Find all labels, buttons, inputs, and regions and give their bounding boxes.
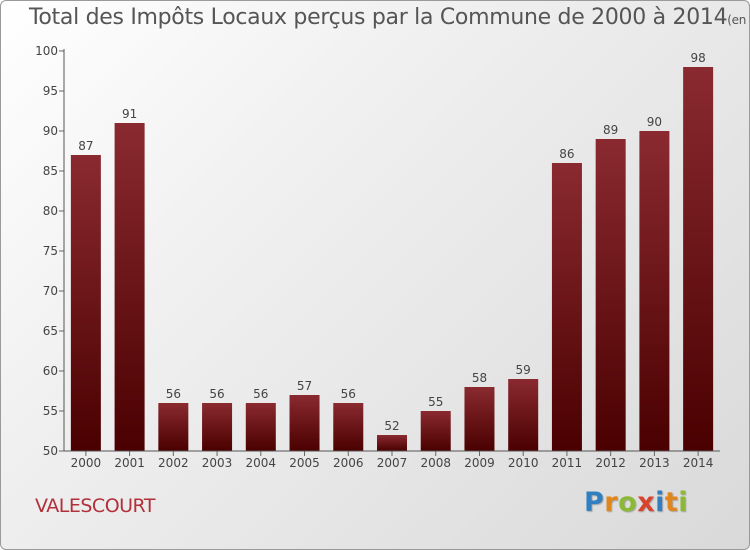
y-tick-label: 50 <box>43 444 58 458</box>
y-tick-label: 70 <box>43 284 58 298</box>
bar <box>551 163 582 451</box>
x-tick-label: 2011 <box>552 456 583 470</box>
x-tick-label: 2008 <box>420 456 451 470</box>
bar-value-label: 90 <box>647 115 662 129</box>
bar <box>114 123 145 451</box>
bar-value-label: 56 <box>341 387 356 401</box>
x-tick-label: 2002 <box>158 456 189 470</box>
bar-value-label: 56 <box>253 387 268 401</box>
logo-letter: o <box>618 487 638 518</box>
y-tick-label: 80 <box>43 204 58 218</box>
bar <box>377 435 407 451</box>
x-tick-label: 2000 <box>71 456 102 470</box>
bar <box>289 395 320 451</box>
y-tick-label: 90 <box>43 124 58 138</box>
y-tick-label: 95 <box>43 84 58 98</box>
bar-value-label: 59 <box>516 363 531 377</box>
bar-value-label: 56 <box>166 387 181 401</box>
bar-value-label: 91 <box>122 107 137 121</box>
x-tick-label: 2010 <box>508 456 539 470</box>
bar-value-label: 86 <box>559 147 574 161</box>
bar <box>595 139 626 451</box>
bar <box>333 403 364 451</box>
y-tick-label: 100 <box>35 44 58 58</box>
bar <box>420 411 451 451</box>
x-tick-label: 2007 <box>377 456 408 470</box>
x-tick-label: 2006 <box>333 456 364 470</box>
y-tick-label: 55 <box>43 404 58 418</box>
x-tick-label: 2005 <box>289 456 320 470</box>
y-tick-label: 65 <box>43 324 58 338</box>
y-tick-label: 75 <box>43 244 58 258</box>
bar <box>70 155 101 451</box>
bar <box>158 403 189 451</box>
x-tick-label: 2014 <box>683 456 714 470</box>
y-tick-label: 60 <box>43 364 58 378</box>
logo-letter: P <box>584 487 605 518</box>
bar <box>202 403 233 451</box>
x-tick-label: 2012 <box>595 456 626 470</box>
logo-letter: t <box>664 487 679 518</box>
bar <box>464 387 495 451</box>
logo-letter: i <box>678 487 689 518</box>
x-tick-label: 2003 <box>202 456 233 470</box>
x-tick-label: 2001 <box>114 456 145 470</box>
bar-value-label: 55 <box>428 395 443 409</box>
commune-name: VALESCOURT <box>35 495 155 517</box>
logo-letter: x <box>637 487 656 518</box>
proxiti-logo: Proxiti <box>584 487 688 518</box>
bar <box>508 379 539 451</box>
bar <box>683 67 714 451</box>
bar <box>245 403 276 451</box>
bar-value-label: 98 <box>690 51 705 65</box>
logo-letter: i <box>655 487 665 518</box>
bar <box>639 131 670 451</box>
x-tick-label: 2004 <box>246 456 277 470</box>
chart-title: Total des Impôts Locaux perçus par la Co… <box>29 5 749 30</box>
bar-value-label: 87 <box>78 139 93 153</box>
bar-value-label: 57 <box>297 379 312 393</box>
chart-unit-note: (en milliers d'€) <box>727 13 749 27</box>
bar-value-label: 89 <box>603 123 618 137</box>
x-tick-label: 2013 <box>639 456 670 470</box>
y-tick-label: 85 <box>43 164 58 178</box>
chart-title-text: Total des Impôts Locaux perçus par la Co… <box>29 5 728 30</box>
x-tick-label: 2009 <box>464 456 495 470</box>
bar-value-label: 58 <box>472 371 487 385</box>
logo-letter: r <box>604 487 619 518</box>
bar-value-label: 52 <box>384 419 399 433</box>
bar-value-label: 56 <box>209 387 224 401</box>
